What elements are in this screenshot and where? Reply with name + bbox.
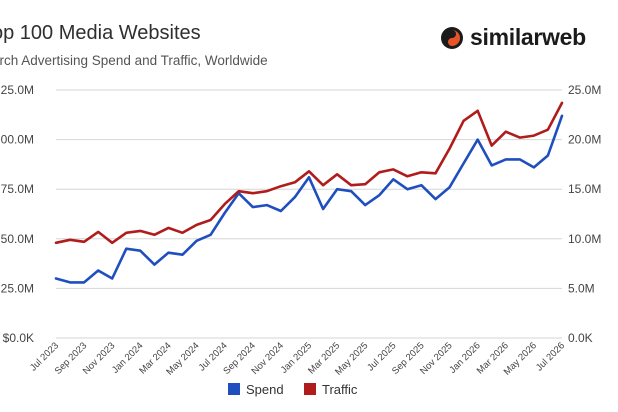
y-right-tick-label: 0.0K [568, 331, 593, 345]
y-right-tick-label: 5.0M [568, 281, 595, 295]
y-axis-right: 0.0K 5.0M 10.0M 15.0M 20.0M 25.0M [568, 83, 601, 345]
y-left-tick-label: 25.0M [1, 281, 34, 295]
y-right-tick-label: 25.0M [568, 83, 601, 97]
legend-label-traffic: Traffic [322, 382, 358, 397]
similarweb-logo-icon [441, 26, 463, 49]
grid-lines [56, 89, 562, 339]
legend-swatch-traffic [304, 383, 316, 395]
legend-swatch-spend [228, 383, 240, 395]
y-left-tick-label: 75.0M [1, 182, 34, 196]
chart-subtitle: arch Advertising Spend and Traffic, Worl… [0, 53, 268, 68]
y-right-tick-label: 20.0M [568, 133, 601, 147]
y-left-tick-label: 50.0M [1, 232, 34, 246]
y-left-tick-label: 25.0M [1, 83, 34, 97]
legend: Spend Traffic [228, 382, 358, 397]
series-lines [54, 101, 564, 284]
brand-name: similarweb [470, 24, 586, 50]
brand-logo: similarweb [440, 24, 586, 51]
y-axis-left: $0.0K 25.0M 50.0M 75.0M 00.0M 25.0M [1, 83, 34, 345]
y-right-tick-label: 15.0M [568, 182, 601, 196]
y-left-tick-label: $0.0K [3, 331, 34, 345]
legend-label-spend: Spend [246, 382, 284, 397]
series-line-traffic [54, 101, 564, 245]
x-tick-label: Jul 2026 [534, 340, 567, 373]
y-right-tick-label: 10.0M [568, 232, 601, 246]
y-left-tick-label: 00.0M [1, 133, 34, 147]
series-line-spend [54, 114, 564, 284]
chart-title: op 100 Media Websites [0, 22, 201, 44]
